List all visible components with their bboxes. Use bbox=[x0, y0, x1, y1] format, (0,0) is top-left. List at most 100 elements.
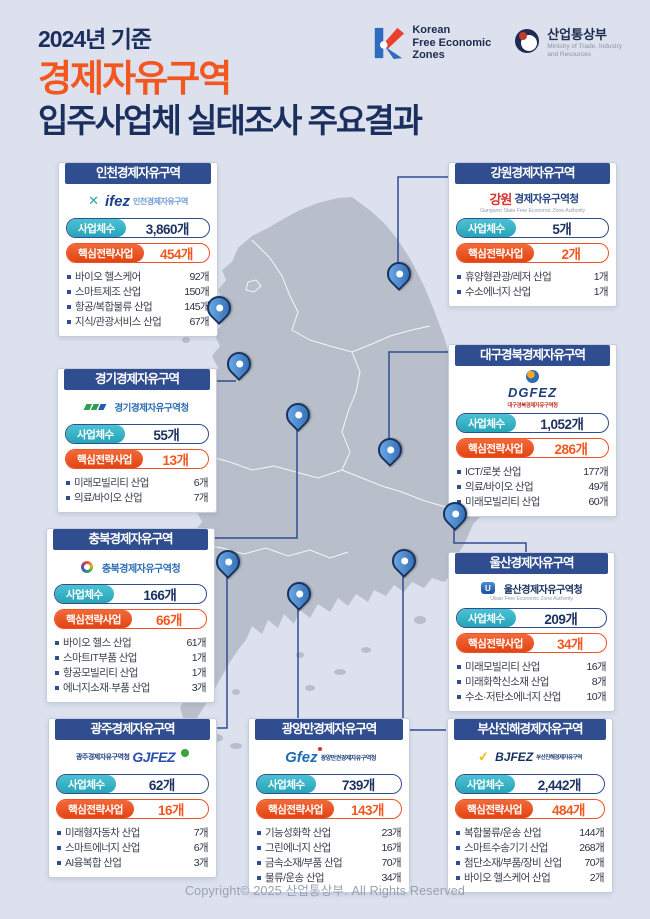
industry-count: 144개 bbox=[579, 827, 604, 839]
industry-name: 바이오 헬스케어 산업 bbox=[464, 872, 551, 884]
map-pin-ulsan bbox=[438, 497, 472, 531]
industry-list-item: 에너지소재·부품 산업 3개 bbox=[55, 680, 207, 695]
zone-logo-main-text: DGFEZ bbox=[507, 385, 558, 400]
industry-list: ICT/로봇 산업 177개 의료/바이오 산업 49개 미래모빌리티 산업 6… bbox=[455, 463, 610, 509]
zone-logo: Gfez 광양만권경제자유구역청 bbox=[255, 744, 403, 770]
zone-logo: 충북경제자유구역청 bbox=[53, 554, 208, 580]
kfez-logo: Korean Free Economic Zones bbox=[371, 24, 491, 62]
industry-count: 2개 bbox=[589, 872, 605, 884]
business-count-label: 사업체수 bbox=[457, 414, 516, 432]
square-bullet-icon bbox=[67, 304, 71, 309]
map-pin-daegu bbox=[373, 433, 407, 467]
map-pin-gwangyang bbox=[282, 577, 316, 611]
industry-list-item: 미래모빌리티 산업 60개 bbox=[457, 494, 609, 509]
zone-logo: DGFEZ 대구경북경제자유구역청 bbox=[455, 370, 610, 409]
gjfez-leaf-icon bbox=[181, 749, 190, 757]
square-bullet-icon bbox=[457, 484, 461, 489]
industry-count: 70개 bbox=[381, 857, 401, 869]
industry-list-item: 지식/관광서비스 산업 67개 bbox=[67, 314, 210, 329]
industry-name: 첨단소재/부품/장비 산업 bbox=[464, 857, 562, 869]
core-strategy-label: 핵심전략사업 bbox=[456, 800, 533, 818]
industry-count: 1개 bbox=[191, 652, 207, 664]
industry-name: 항공/복합물류 산업 bbox=[75, 301, 153, 313]
industry-list-item: 스마트에너지 산업 6개 bbox=[57, 840, 209, 855]
gyeonggi-stripes-icon bbox=[84, 404, 107, 410]
business-count-label: 사업체수 bbox=[257, 775, 316, 793]
zone-logo-sub-text: 부산진해경제자유구역 bbox=[536, 755, 582, 761]
zone-title: 광주경제자유구역 bbox=[55, 719, 210, 740]
zone-logo-sub-text: 울산경제자유구역청 bbox=[503, 584, 583, 596]
industry-count: 67개 bbox=[189, 316, 209, 328]
industry-count: 1개 bbox=[593, 271, 609, 283]
industry-list: 바이오 헬스케어 92개 스마트제조 산업 150개 항공/복합물류 산업 14… bbox=[65, 268, 211, 329]
industry-count: 150개 bbox=[184, 286, 209, 298]
core-strategy-row: 핵심전략사업 454개 bbox=[66, 243, 210, 263]
zone-logo-sub-text: 경제자유구역청 bbox=[514, 192, 579, 205]
core-strategy-label: 핵심전략사업 bbox=[66, 450, 143, 468]
industry-list-item: 미래모빌리티 산업 16개 bbox=[457, 659, 607, 674]
poster-header: 2024년 기준 경제자유구역 입주사업체 실태조사 주요결과 bbox=[38, 20, 423, 140]
industry-list-item: 수소에너지 산업 1개 bbox=[457, 284, 609, 299]
industry-list-item: 바이오 헬스케어 산업 2개 bbox=[456, 870, 605, 885]
square-bullet-icon bbox=[67, 289, 71, 294]
zone-logo: ✕ ifez 인천경제자유구역 bbox=[65, 188, 211, 214]
map-pin-incheon bbox=[202, 291, 236, 325]
square-bullet-icon bbox=[57, 830, 61, 835]
industry-count: 70개 bbox=[584, 857, 604, 869]
core-strategy-label: 핵심전략사업 bbox=[457, 244, 534, 262]
square-bullet-icon bbox=[456, 875, 460, 880]
zone-logo-sub-text: 충북경제자유구역청 bbox=[101, 563, 181, 575]
square-bullet-icon bbox=[457, 694, 461, 699]
map-pin-gyeonggi bbox=[222, 347, 256, 381]
chungbuk-ring-icon bbox=[80, 561, 93, 573]
business-count-value: 62개 bbox=[148, 778, 175, 793]
industry-list-item: 미래화학신소재 산업 8개 bbox=[457, 674, 607, 689]
business-count-label: 사업체수 bbox=[55, 585, 114, 603]
industry-name: 물류/운송 산업 bbox=[265, 872, 325, 884]
ulsan-u-icon: U bbox=[480, 582, 495, 594]
industry-list-item: 휴양형관광/레저 산업 1개 bbox=[457, 269, 609, 284]
industry-list-item: 의료/바이오 산업 49개 bbox=[457, 479, 609, 494]
square-bullet-icon bbox=[55, 670, 59, 675]
business-count-row: 사업체수 3,860개 bbox=[66, 218, 210, 238]
zone-logo-eng-text: Gangwon State Free Economic Zone Authori… bbox=[479, 207, 586, 214]
zone-card-chungbuk: 충북경제자유구역 충북경제자유구역청 사업체수 166개 핵심전략사업 66개 … bbox=[46, 528, 215, 703]
business-count-row: 사업체수 55개 bbox=[65, 424, 209, 444]
industry-name: 의료/바이오 산업 bbox=[465, 481, 534, 493]
zone-logo: U 울산경제자유구역청 Ulsan Free Economic Zone Aut… bbox=[455, 578, 608, 604]
map-pin-gwangju bbox=[211, 545, 245, 579]
industry-count: 60개 bbox=[588, 496, 608, 508]
square-bullet-icon bbox=[55, 655, 59, 660]
industry-list: 미래모빌리티 산업 6개 의료/바이오 산업 7개 bbox=[64, 474, 210, 505]
zone-card-gwangyang: 광양만경제자유구역 Gfez 광양만권경제자유구역청 사업체수 739개 핵심전… bbox=[248, 718, 410, 893]
business-count-label: 사업체수 bbox=[456, 775, 515, 793]
industry-name: AI융복합 산업 bbox=[65, 857, 122, 869]
map-pin-busan bbox=[387, 544, 421, 578]
square-bullet-icon bbox=[257, 830, 261, 835]
industry-list-item: 스마트제조 산업 150개 bbox=[67, 284, 210, 299]
industry-count: 8개 bbox=[591, 676, 607, 688]
industry-list-item: 의료/바이오 산업 7개 bbox=[66, 490, 209, 505]
industry-name: 스마트IT부품 산업 bbox=[63, 652, 137, 664]
zone-card-gyeonggi: 경기경제자유구역 경기경제자유구역청 사업체수 55개 핵심전략사업 13개 미… bbox=[57, 368, 217, 513]
industry-name: 휴양형관광/레저 산업 bbox=[465, 271, 552, 283]
industry-list-item: 수소·저탄소에너지 산업 10개 bbox=[457, 689, 607, 704]
industry-list-item: 물류/운송 산업 34개 bbox=[257, 870, 402, 885]
industry-name: 지식/관광서비스 산업 bbox=[75, 316, 162, 328]
business-count-label: 사업체수 bbox=[57, 775, 116, 793]
square-bullet-icon bbox=[66, 480, 70, 485]
industry-list-item: 기능성화학 산업 23개 bbox=[257, 825, 402, 840]
zone-title: 경기경제자유구역 bbox=[64, 369, 210, 390]
business-count-label: 사업체수 bbox=[457, 219, 516, 237]
industry-count: 268개 bbox=[579, 842, 604, 854]
industry-name: 미래모빌리티 산업 bbox=[74, 477, 149, 489]
square-bullet-icon bbox=[55, 685, 59, 690]
copyright-text: Copyright© 2025 산업통상부. All Rights Reserv… bbox=[184, 884, 466, 898]
square-bullet-icon bbox=[457, 679, 461, 684]
industry-list-item: 그린에너지 산업 16개 bbox=[257, 840, 402, 855]
business-count-row: 사업체수 1,052개 bbox=[456, 413, 609, 433]
zone-logo-sub-text: 대구경북경제자유구역청 bbox=[507, 403, 558, 409]
core-strategy-row: 핵심전략사업 143개 bbox=[256, 799, 402, 819]
industry-count: 16개 bbox=[586, 661, 606, 673]
zone-logo-sub-text: 광양만권경제자유구역청 bbox=[320, 755, 377, 762]
